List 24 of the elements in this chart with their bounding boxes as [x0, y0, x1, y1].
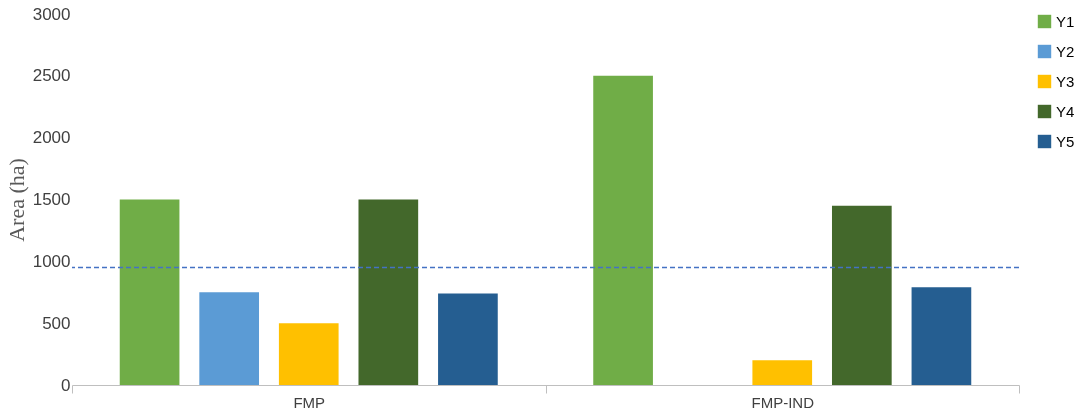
y-tick-label: 2500 — [32, 66, 71, 86]
bar — [831, 205, 892, 385]
legend-label: Y5 — [1056, 132, 1075, 150]
legend-label: Y4 — [1056, 102, 1075, 120]
legend-label: Y3 — [1056, 72, 1075, 90]
y-tick-label: 2000 — [32, 128, 71, 148]
x-tick-label: FMP — [293, 393, 326, 411]
legend-label: Y1 — [1056, 12, 1075, 30]
y-tick-label: 0 — [61, 375, 71, 395]
legend-label: Y2 — [1056, 42, 1075, 60]
bar — [593, 75, 653, 385]
x-tick-label: FMP-IND — [751, 393, 815, 411]
bar — [278, 323, 339, 385]
bar — [752, 360, 813, 385]
y-tick-label: 1500 — [32, 190, 71, 209]
bar — [911, 287, 972, 385]
y-tick-label: 500 — [42, 313, 71, 333]
bar — [199, 292, 260, 385]
bar — [119, 199, 180, 385]
bar — [438, 293, 498, 385]
bar — [358, 199, 419, 385]
y-axis-title: Area (ha) — [3, 158, 29, 242]
y-tick-label: 3000 — [32, 4, 71, 24]
y-tick-label: 1000 — [32, 251, 71, 271]
